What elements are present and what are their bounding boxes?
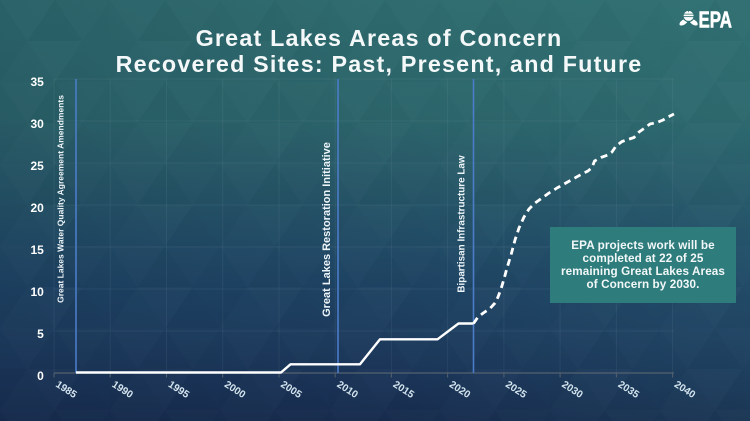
svg-text:2000: 2000 [222, 379, 247, 401]
svg-text:2030: 2030 [559, 379, 584, 401]
svg-text:10: 10 [30, 285, 44, 299]
svg-text:Great Lakes Restoration Initia: Great Lakes Restoration Initiative [321, 142, 333, 317]
svg-text:35: 35 [30, 75, 44, 89]
svg-text:5: 5 [37, 327, 44, 341]
svg-text:30: 30 [30, 117, 44, 131]
svg-text:2020: 2020 [447, 379, 472, 401]
svg-text:1990: 1990 [110, 379, 135, 401]
svg-text:2010: 2010 [335, 379, 360, 401]
svg-text:2015: 2015 [391, 379, 416, 401]
svg-text:2040: 2040 [672, 379, 697, 401]
svg-text:2005: 2005 [278, 379, 303, 401]
svg-text:Bipartisan Infrastructure Law: Bipartisan Infrastructure Law [457, 155, 468, 293]
svg-text:2025: 2025 [503, 379, 528, 401]
svg-text:0: 0 [37, 369, 44, 383]
svg-text:1985: 1985 [53, 379, 78, 401]
svg-text:15: 15 [30, 243, 44, 257]
svg-text:1995: 1995 [166, 379, 191, 401]
svg-text:25: 25 [30, 159, 44, 173]
svg-text:20: 20 [30, 201, 44, 215]
svg-text:Great Lakes Water Quality Agre: Great Lakes Water Quality Agreement Amen… [56, 95, 66, 303]
svg-text:2035: 2035 [616, 379, 641, 401]
svg-text:EPA: EPA [699, 7, 733, 33]
